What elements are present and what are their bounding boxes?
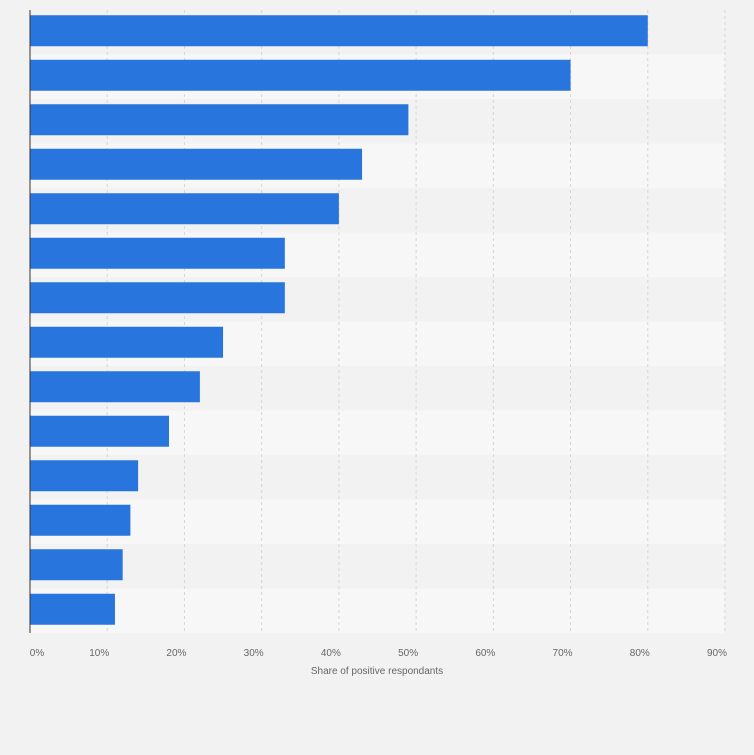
x-tick-label: 20% — [166, 648, 186, 659]
row-band — [30, 455, 725, 500]
x-tick-label: 90% — [707, 648, 727, 659]
x-axis-title: Share of positive respondants — [311, 666, 443, 677]
bar — [30, 282, 285, 314]
x-tick-label: 30% — [244, 648, 264, 659]
row-band — [30, 588, 725, 633]
x-tick-label: 10% — [89, 648, 109, 659]
row-bands — [30, 10, 725, 633]
bar — [30, 104, 409, 136]
bar — [30, 148, 363, 180]
bars — [30, 15, 648, 625]
bar — [30, 371, 200, 403]
x-tick-label: 50% — [398, 648, 418, 659]
bar — [30, 59, 571, 91]
bar — [30, 504, 131, 536]
bar — [30, 415, 169, 447]
x-tick-label: 40% — [321, 648, 341, 659]
x-tick-label: 60% — [475, 648, 495, 659]
bar — [30, 237, 285, 269]
bar — [30, 193, 339, 225]
x-tick-label: 80% — [630, 648, 650, 659]
bar — [30, 460, 139, 492]
x-axis-ticks: 0% 10% 20% 30% 40% 50% 60% 70% 80% 90% — [30, 648, 727, 659]
bar — [30, 326, 224, 358]
row-band — [30, 544, 725, 589]
row-band — [30, 499, 725, 544]
x-tick-label: 0% — [30, 648, 45, 659]
bar — [30, 593, 115, 625]
x-tick-label: 70% — [553, 648, 573, 659]
bar — [30, 549, 123, 581]
bar — [30, 15, 648, 47]
